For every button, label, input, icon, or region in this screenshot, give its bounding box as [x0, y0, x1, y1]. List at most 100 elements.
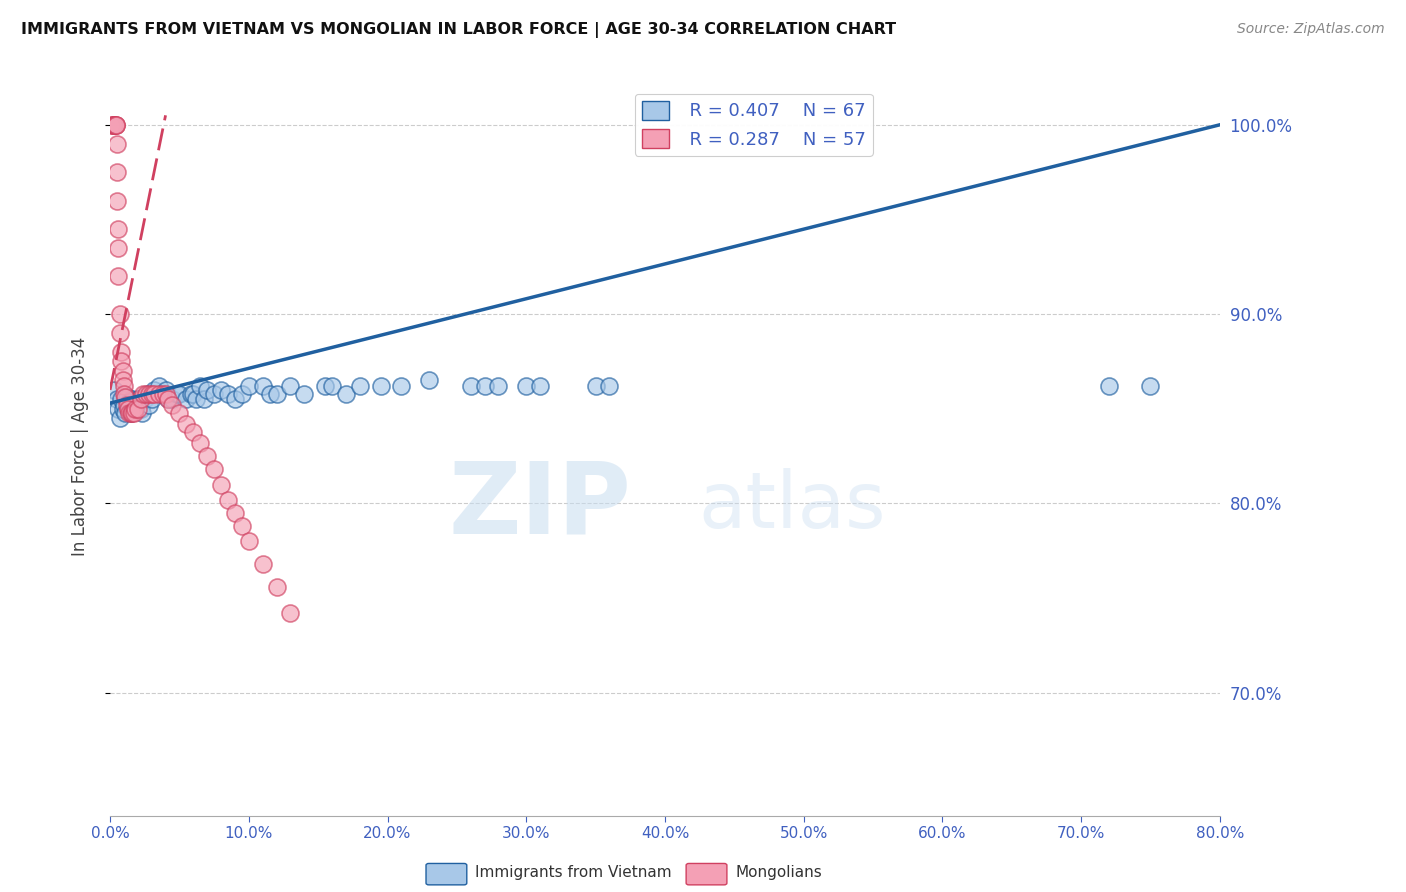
Point — [135, 386, 157, 401]
Text: Immigrants from Vietnam: Immigrants from Vietnam — [475, 865, 672, 880]
Point — [209, 383, 232, 397]
Point — [155, 383, 177, 397]
Point — [129, 401, 152, 416]
Point — [349, 379, 371, 393]
Point — [143, 386, 166, 401]
Point — [314, 379, 336, 393]
Point — [176, 392, 198, 407]
Point — [195, 449, 218, 463]
Point — [107, 241, 129, 255]
Point — [280, 607, 302, 621]
Point — [105, 165, 128, 179]
Point — [148, 379, 170, 393]
Point — [252, 557, 274, 571]
Point — [127, 392, 149, 407]
Point — [111, 401, 134, 416]
Point — [155, 386, 177, 401]
Point — [118, 401, 141, 416]
Point — [104, 118, 127, 132]
Point — [259, 386, 281, 401]
Point — [202, 386, 225, 401]
Point — [124, 401, 146, 416]
Point — [110, 354, 132, 368]
Point — [122, 398, 145, 412]
Point — [108, 411, 131, 425]
Point — [136, 386, 159, 401]
Point — [118, 406, 141, 420]
Point — [280, 379, 302, 393]
Point — [150, 386, 173, 401]
Point — [105, 194, 128, 208]
Point — [110, 345, 132, 359]
Point — [217, 492, 239, 507]
Point — [266, 580, 288, 594]
Point — [209, 477, 232, 491]
Point — [104, 118, 127, 132]
Text: IMMIGRANTS FROM VIETNAM VS MONGOLIAN IN LABOR FORCE | AGE 30-34 CORRELATION CHAR: IMMIGRANTS FROM VIETNAM VS MONGOLIAN IN … — [21, 22, 896, 38]
Point — [103, 118, 125, 132]
Point — [101, 118, 124, 132]
Point — [335, 386, 357, 401]
Point — [238, 379, 260, 393]
Y-axis label: In Labor Force | Age 30-34: In Labor Force | Age 30-34 — [72, 337, 89, 557]
Point — [121, 406, 143, 420]
Point — [120, 406, 142, 420]
Point — [181, 425, 204, 439]
Point — [169, 406, 191, 420]
Point — [152, 386, 174, 401]
Point — [169, 386, 191, 401]
Point — [188, 436, 211, 450]
Point — [292, 386, 315, 401]
Point — [125, 396, 148, 410]
Point — [224, 506, 246, 520]
Text: ZIP: ZIP — [449, 458, 631, 554]
Point — [231, 519, 253, 533]
Point — [162, 398, 184, 412]
Point — [115, 398, 138, 412]
Point — [107, 269, 129, 284]
Point — [105, 136, 128, 151]
Point — [138, 386, 160, 401]
Point — [105, 392, 128, 407]
Point — [166, 386, 188, 401]
Point — [110, 392, 132, 407]
Point — [107, 222, 129, 236]
Point — [107, 401, 129, 416]
Point — [115, 391, 138, 405]
Legend:   R = 0.407    N = 67,   R = 0.287    N = 57: R = 0.407 N = 67, R = 0.287 N = 57 — [634, 94, 873, 156]
Point — [112, 386, 135, 401]
Point — [100, 118, 122, 132]
Point — [195, 383, 218, 397]
Point — [252, 379, 274, 393]
Point — [112, 379, 135, 393]
Point — [460, 379, 482, 393]
Point — [231, 386, 253, 401]
Point — [321, 379, 343, 393]
Point — [108, 307, 131, 321]
Point — [585, 379, 607, 393]
Point — [129, 392, 152, 407]
Point — [117, 396, 139, 410]
Point — [127, 401, 149, 416]
Point — [188, 379, 211, 393]
Point — [529, 379, 551, 393]
Point — [1139, 379, 1161, 393]
Point — [138, 398, 160, 412]
Point — [238, 534, 260, 549]
Point — [184, 392, 207, 407]
Point — [148, 386, 170, 401]
Point — [120, 406, 142, 420]
Point — [122, 406, 145, 420]
Point — [488, 379, 510, 393]
Point — [217, 386, 239, 401]
Point — [101, 118, 124, 132]
Point — [224, 392, 246, 407]
Point — [111, 364, 134, 378]
Point — [131, 406, 153, 420]
Point — [114, 406, 136, 420]
Point — [193, 392, 215, 407]
Point — [111, 373, 134, 387]
Point — [141, 392, 163, 407]
Point — [141, 386, 163, 401]
Point — [117, 401, 139, 416]
